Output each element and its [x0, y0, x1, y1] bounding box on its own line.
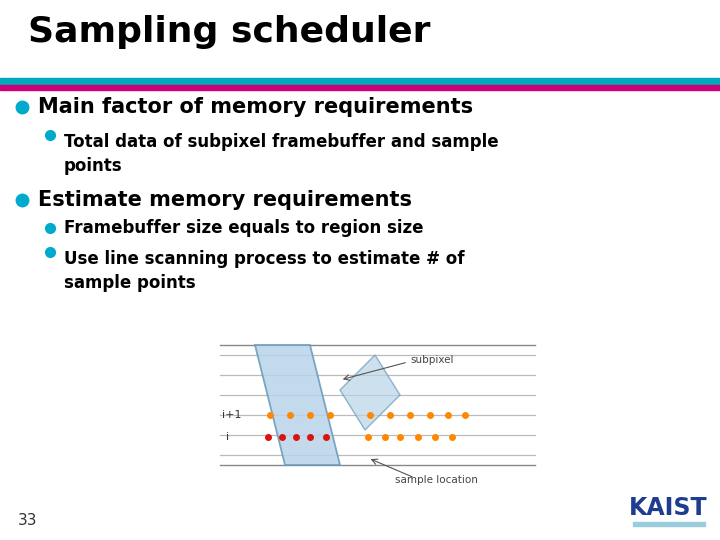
Text: Total data of subpixel framebuffer and sample
points: Total data of subpixel framebuffer and s… [64, 133, 499, 174]
Text: 33: 33 [18, 513, 37, 528]
Polygon shape [255, 345, 340, 465]
Text: i: i [226, 432, 229, 442]
Bar [0, 78, 720, 85]
Polygon shape [340, 355, 400, 430]
Text: Use line scanning process to estimate # of
sample points: Use line scanning process to estimate # … [64, 250, 464, 292]
Text: Sampling scheduler: Sampling scheduler [28, 15, 431, 49]
Text: i+1: i+1 [222, 410, 241, 420]
Bar [0, 85, 720, 90]
Text: Estimate memory requirements: Estimate memory requirements [38, 190, 412, 210]
Text: sample location: sample location [395, 475, 478, 485]
Text: subpixel: subpixel [410, 355, 454, 365]
Bar [633, 522, 705, 526]
Text: Framebuffer size equals to region size: Framebuffer size equals to region size [64, 219, 423, 237]
Text: KAIST: KAIST [629, 496, 707, 520]
Text: Main factor of memory requirements: Main factor of memory requirements [38, 97, 473, 117]
